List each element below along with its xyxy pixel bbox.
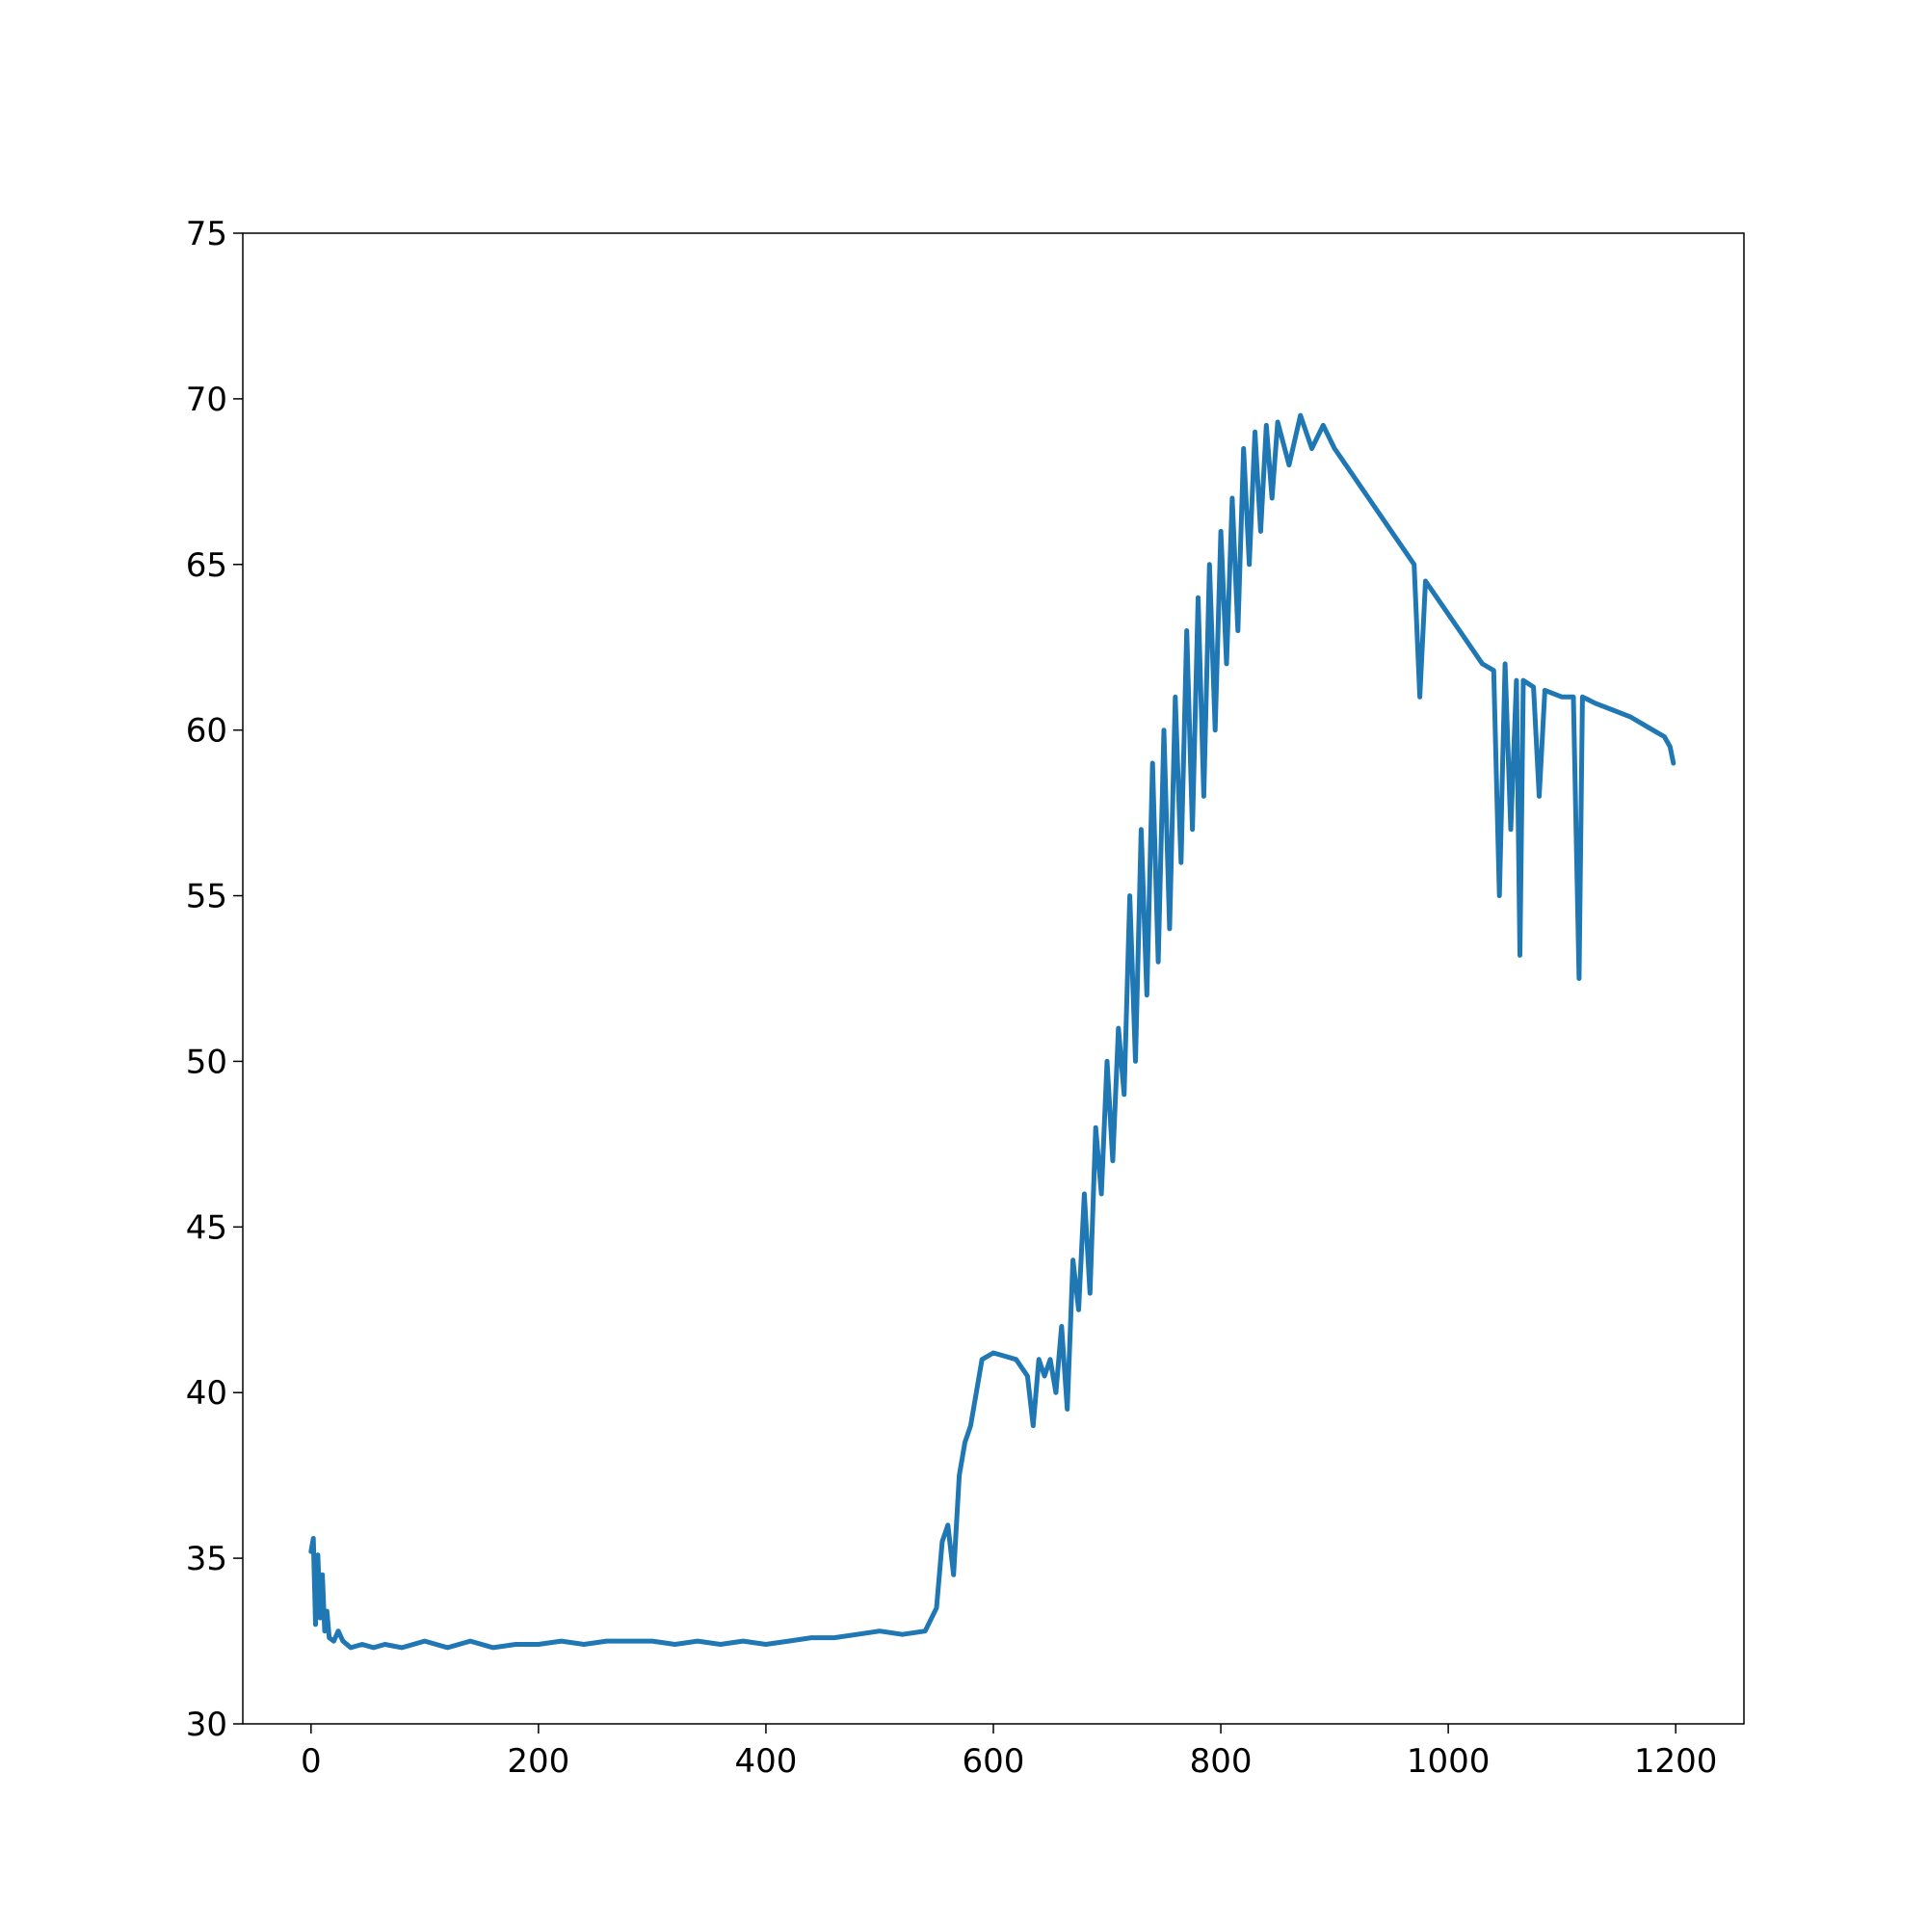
y-tick-label: 35 bbox=[186, 1540, 227, 1578]
x-tick-label: 0 bbox=[301, 1742, 322, 1781]
y-tick-label: 30 bbox=[186, 1706, 227, 1744]
y-tick-label: 50 bbox=[186, 1043, 227, 1081]
x-tick-label: 800 bbox=[1190, 1742, 1253, 1781]
x-tick-label: 600 bbox=[963, 1742, 1025, 1781]
x-tick-label: 200 bbox=[507, 1742, 569, 1781]
y-tick-label: 75 bbox=[186, 215, 227, 253]
data-points bbox=[311, 415, 1674, 1648]
x-tick-label: 400 bbox=[734, 1742, 797, 1781]
y-tick-label: 40 bbox=[186, 1374, 227, 1413]
y-tick-label: 55 bbox=[186, 878, 227, 916]
x-tick-label: 1000 bbox=[1407, 1742, 1491, 1781]
y-tick-label: 70 bbox=[186, 381, 227, 419]
x-axis: 0 200 400 600 800 1000 1200 bbox=[301, 1724, 1717, 1781]
plot-frame bbox=[243, 233, 1744, 1724]
y-tick-label: 65 bbox=[186, 546, 227, 585]
series-line bbox=[311, 415, 1674, 1648]
y-tick-label: 60 bbox=[186, 712, 227, 751]
y-tick-label: 45 bbox=[186, 1208, 227, 1247]
y-axis: 30 35 40 45 50 55 60 65 70 75 bbox=[186, 215, 243, 1744]
x-tick-label: 1200 bbox=[1634, 1742, 1718, 1781]
